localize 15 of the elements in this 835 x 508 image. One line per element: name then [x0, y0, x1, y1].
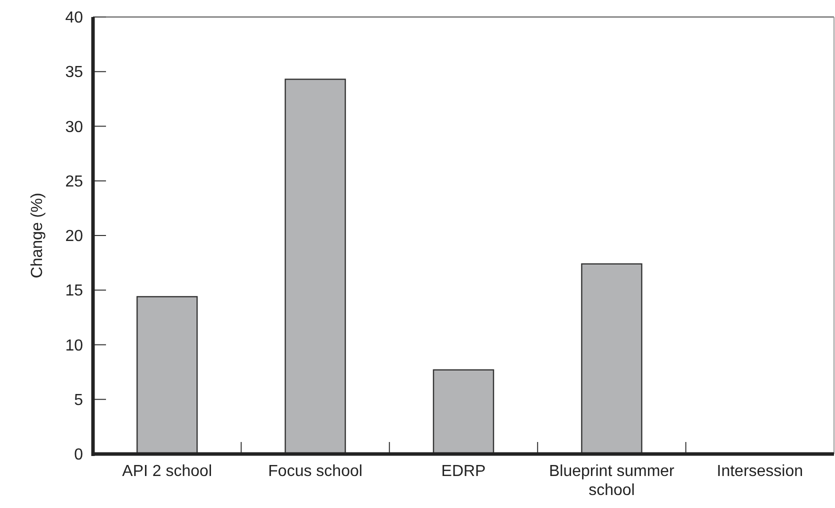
y-tick-label: 10 — [65, 337, 84, 354]
y-tick-label: 35 — [65, 64, 84, 82]
x-tick-label: Blueprint summer school — [549, 463, 676, 499]
x-tick-label: EDRP — [441, 463, 486, 480]
y-axis-title: Change (%) — [29, 192, 46, 278]
y-tick-label: 25 — [65, 173, 84, 190]
x-tick-label: API 2 school — [122, 463, 212, 480]
y-tick-label: 0 — [74, 446, 84, 464]
y-tick-label: 20 — [65, 228, 84, 246]
y-tick-label: 15 — [65, 282, 84, 300]
y-tick-label: 5 — [74, 392, 84, 409]
x-tick-label: Focus school — [268, 463, 362, 480]
y-tick-label: 30 — [65, 118, 84, 136]
y-tick-label: 40 — [65, 10, 84, 27]
x-tick-label: Intersession — [716, 463, 804, 480]
